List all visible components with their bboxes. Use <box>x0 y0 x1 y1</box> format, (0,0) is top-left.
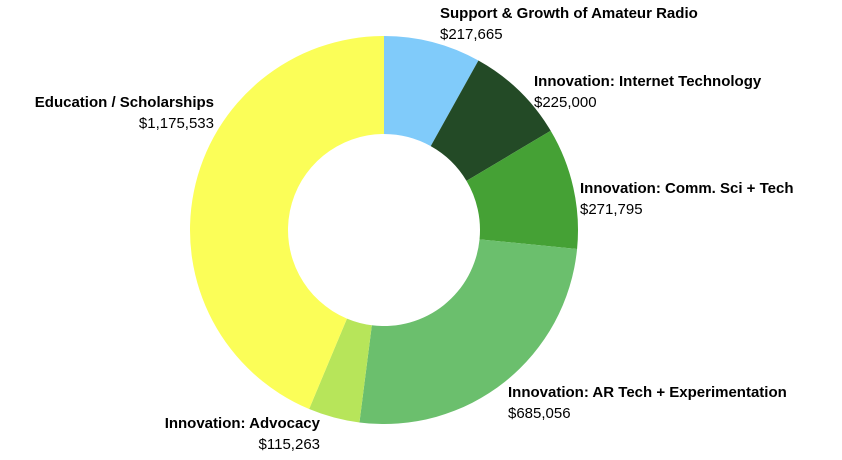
donut-slice-5 <box>189 36 384 409</box>
slice-label-name-4: Innovation: Advocacy <box>165 415 321 432</box>
slice-label-value-2: $271,795 <box>580 201 643 218</box>
donut-slice-2 <box>466 130 579 249</box>
slice-label-name-3: Innovation: AR Tech + Experimentation <box>508 384 787 401</box>
slice-label-name-1: Innovation: Internet Technology <box>534 73 762 90</box>
donut-slices <box>189 36 579 425</box>
donut-slice-0 <box>384 36 479 147</box>
slice-label-name-2: Innovation: Comm. Sci + Tech <box>580 180 794 197</box>
slice-label-value-3: $685,056 <box>508 405 571 422</box>
slice-label-name-0: Support & Growth of Amateur Radio <box>440 5 698 22</box>
donut-slice-3 <box>359 239 578 425</box>
donut-slice-1 <box>430 60 551 181</box>
donut-slice-4 <box>309 318 372 423</box>
slice-label-value-1: $225,000 <box>534 94 597 111</box>
slice-label-value-0: $217,665 <box>440 26 503 43</box>
slice-labels: Support & Growth of Amateur Radio $217,66… <box>35 5 794 453</box>
slice-label-value-4: $115,263 <box>259 436 320 453</box>
slice-label-name-5: Education / Scholarships <box>35 94 214 111</box>
slice-label-value-5: $1,175,533 <box>139 115 214 132</box>
